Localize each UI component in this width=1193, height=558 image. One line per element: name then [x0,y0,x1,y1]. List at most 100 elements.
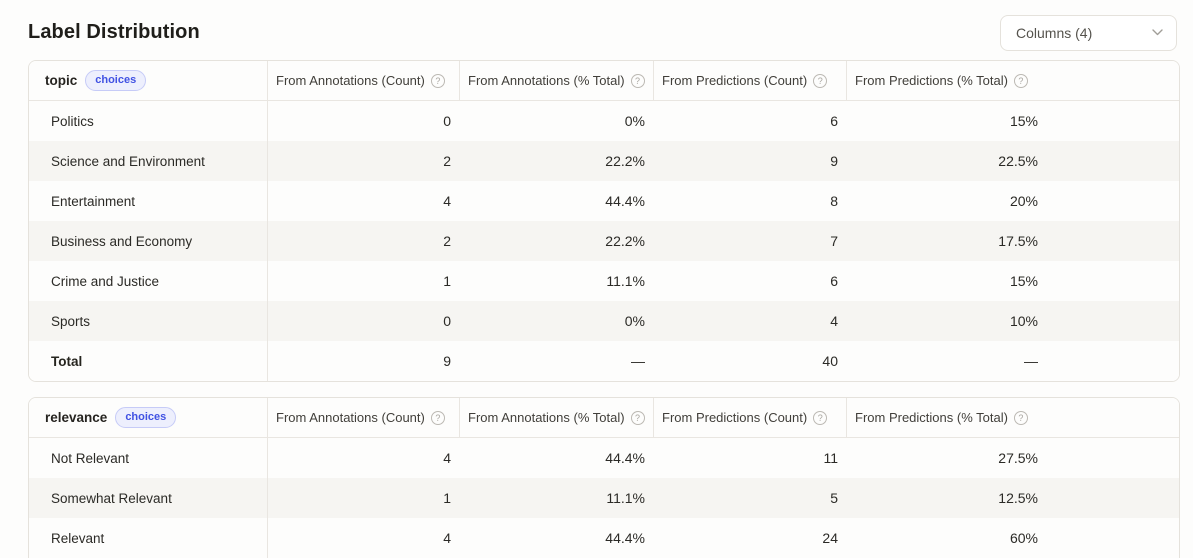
value: 4 [443,193,451,209]
help-icon[interactable]: ? [1013,73,1028,88]
column-header: From Annotations (Count)? [268,398,459,437]
value: 0% [624,313,645,329]
cell-value: 9 [653,141,846,181]
page-title: Label Distribution [28,21,200,43]
value: — [1024,353,1038,369]
cell-value: 11.1% [459,478,653,518]
row-label: Total [51,353,83,369]
value: 24 [822,530,838,546]
cell-value: 6 [653,261,846,301]
row-filler [1046,438,1179,478]
tables: topic choices From Annotations (Count)? Fro… [28,60,1180,558]
table-row: Relevant 4 44.4% 24 60% [29,518,1179,558]
table-row: Business and Economy 2 22.2% 7 17.5% [29,221,1179,261]
row-filler [1046,221,1179,261]
cell-value: 22.5% [846,141,1046,181]
cell-value: — [459,341,653,381]
cell-value: 12.5% [846,478,1046,518]
value: 11.1% [606,273,645,289]
row-filler [1046,301,1179,341]
field-header-cell: topic choices [29,61,268,100]
row-label: Not Relevant [51,450,130,466]
column-header: From Predictions (% Total)? [846,61,1046,100]
cell-value: 1 [268,478,459,518]
table-row: Politics 0 0% 6 15% [29,101,1179,141]
help-icon[interactable]: ? [813,410,828,425]
help-icon[interactable]: ? [430,73,445,88]
column-header-label: From Predictions (Count) [662,73,808,88]
table-row: Total 9 — 40 — [29,341,1179,381]
row-label: Somewhat Relevant [51,490,172,506]
help-icon[interactable]: ? [630,410,645,425]
cell-value: 2 [268,141,459,181]
value: 8 [830,193,838,209]
value: 22.2% [605,233,645,249]
value: 60% [1009,530,1038,546]
columns-dropdown[interactable]: Columns (4) [1000,14,1177,51]
help-icon[interactable]: ? [630,73,645,88]
value: 40 [822,353,838,369]
column-header-label: From Annotations (% Total) [468,73,625,88]
value: 12.5% [998,490,1038,506]
row-label-cell: Politics [29,101,268,141]
column-header-label: From Predictions (% Total) [855,73,1008,88]
value: 22.5% [998,153,1038,169]
column-header: From Annotations (Count)? [268,61,459,100]
row-filler [1046,181,1179,221]
value: 5 [830,490,838,506]
cell-value: 8 [653,181,846,221]
value: 20% [1009,193,1038,209]
cell-value: 22.2% [459,221,653,261]
row-filler [1046,518,1179,558]
cell-value: 7 [653,221,846,261]
column-header-label: From Annotations (Count) [276,410,425,425]
row-label-cell: Business and Economy [29,221,268,261]
cell-value: 6 [653,101,846,141]
cell-value: 5 [653,478,846,518]
value: 17.5% [998,233,1038,249]
column-header: From Predictions (Count)? [653,398,846,437]
value: 27.5% [998,450,1038,466]
help-icon[interactable]: ? [1013,410,1028,425]
help-icon[interactable]: ? [430,410,445,425]
row-label: Crime and Justice [51,273,160,289]
cell-value: 4 [268,518,459,558]
column-header: From Predictions (Count)? [653,61,846,100]
column-header-label: From Annotations (Count) [276,73,425,88]
value: 9 [830,153,838,169]
cell-value: 60% [846,518,1046,558]
field-header-cell: relevance choices [29,398,268,437]
columns-dropdown-label: Columns (4) [1016,24,1093,41]
cell-value: 44.4% [459,518,653,558]
column-header-label: From Predictions (Count) [662,410,808,425]
row-label: Sports [51,313,91,329]
value: 44.4% [605,450,645,466]
cell-value: 20% [846,181,1046,221]
table-header-row: topic choices From Annotations (Count)? Fro… [29,61,1179,101]
value: 4 [830,313,838,329]
cell-value: 24 [653,518,846,558]
cell-value: 0 [268,101,459,141]
choices-badge: choices [115,407,177,428]
value: 9 [443,353,451,369]
cell-value: — [846,341,1046,381]
column-header-label: From Predictions (% Total) [855,410,1008,425]
cell-value: 15% [846,101,1046,141]
column-header-label: From Annotations (% Total) [468,410,625,425]
row-label: Politics [51,113,94,129]
field-name: topic [45,73,78,88]
row-label-cell: Somewhat Relevant [29,478,268,518]
table-row: Crime and Justice 1 11.1% 6 15% [29,261,1179,301]
chevron-down-icon [1152,29,1163,36]
value: 6 [830,113,838,129]
row-label-cell: Entertainment [29,181,268,221]
row-label-cell: Crime and Justice [29,261,268,301]
value: — [631,353,645,369]
cell-value: 0% [459,301,653,341]
topbar: Label Distribution Columns (4) [0,0,1193,55]
help-icon[interactable]: ? [813,73,828,88]
table-row: Science and Environment 2 22.2% 9 22.5% [29,141,1179,181]
cell-value: 11.1% [459,261,653,301]
column-header: From Annotations (% Total)? [459,398,653,437]
label-distribution-table-relevance: relevance choices From Annotations (Count)… [28,397,1180,558]
